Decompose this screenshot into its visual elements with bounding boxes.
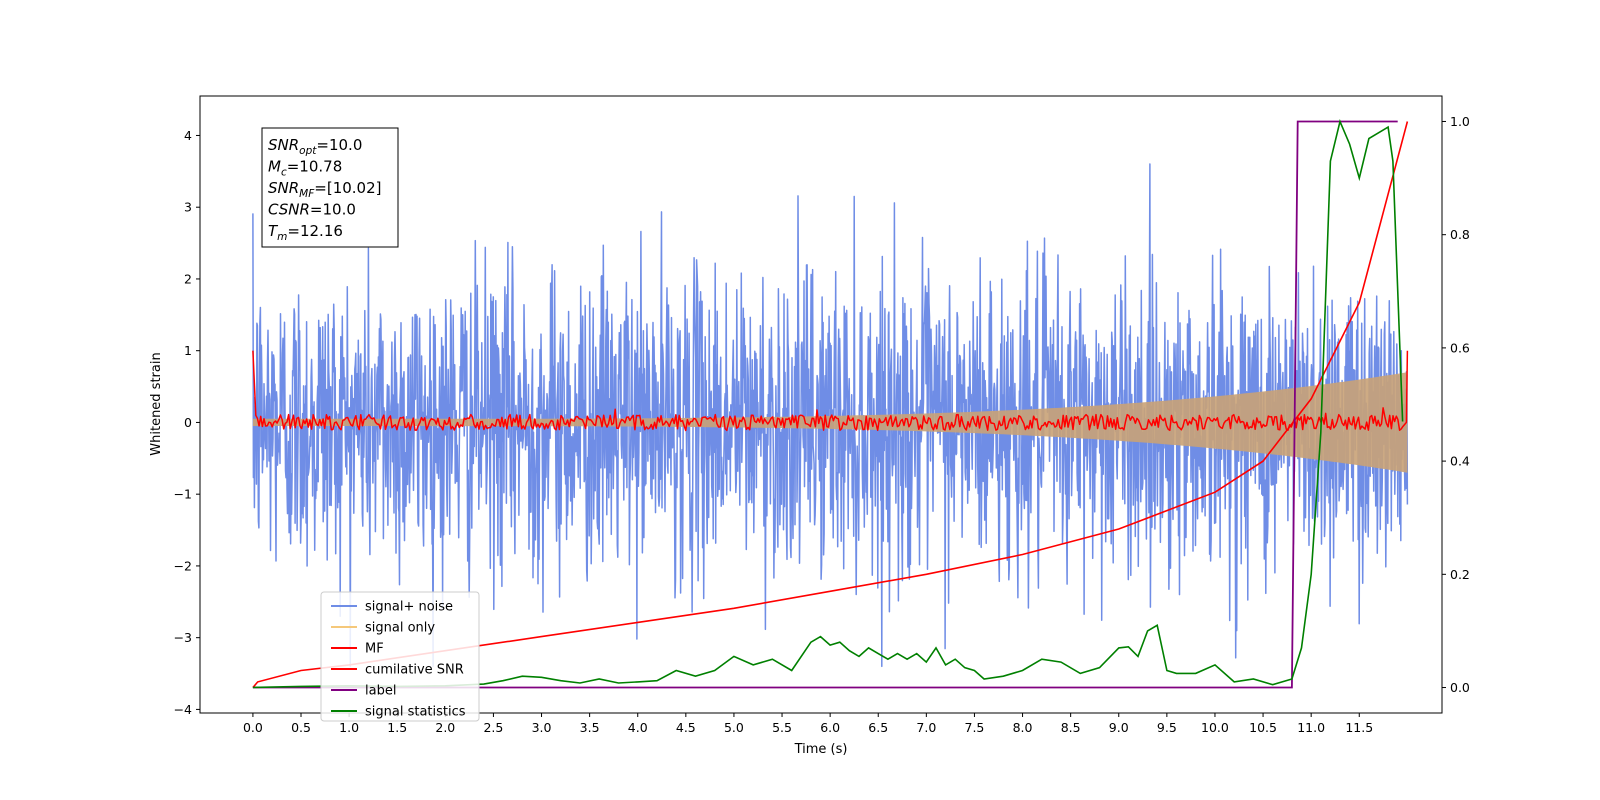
x-tick-label: 1.0 (339, 720, 359, 735)
y-tick-label: −1 (174, 487, 192, 502)
x-tick-label: 7.5 (965, 720, 985, 735)
plot-frame (199, 95, 1443, 714)
annotation-line: CSNR=10.0 (268, 201, 356, 219)
signal-noise-series (252, 163, 1409, 668)
y-tick-label: 0 (184, 415, 192, 430)
legend-label: label (365, 684, 396, 699)
x-tick-label: 10.5 (1249, 720, 1277, 735)
y-tick-label: 2 (184, 271, 192, 286)
x-tick-label: 7.0 (916, 720, 936, 735)
x-tick-label: 8.0 (1013, 720, 1033, 735)
annotation-line: Mc=10.78 (268, 158, 342, 179)
y2-tick-label: 0.0 (1450, 680, 1470, 695)
legend-label: signal statistics (365, 705, 466, 720)
x-tick-label: 10.0 (1201, 720, 1229, 735)
x-tick-label: 9.0 (1109, 720, 1129, 735)
y2-tick-label: 0.4 (1450, 454, 1470, 469)
x-tick-label: 3.0 (532, 720, 552, 735)
legend: signal+ noise signal only MF cumilative SNR… (320, 591, 480, 722)
x-tick-label: 6.5 (868, 720, 888, 735)
label-series (252, 120, 1398, 689)
legend-label: signal+ noise (365, 600, 453, 615)
annotation-line: SNRopt=10.0 (268, 136, 362, 157)
x-tick-label: 0.5 (291, 720, 311, 735)
y-axis-left: −4 −3 −2 −1 0 1 2 3 4 (174, 128, 200, 717)
y-tick-label: −2 (174, 558, 192, 573)
x-tick-label: 5.0 (724, 720, 744, 735)
y-tick-label: 1 (184, 343, 192, 358)
annotation-line: Tm=12.16 (268, 222, 343, 243)
x-tick-label: 11.0 (1297, 720, 1325, 735)
x-tick-label: 11.5 (1345, 720, 1373, 735)
x-tick-label: 0.0 (243, 720, 263, 735)
y-tick-label: −4 (174, 702, 192, 717)
x-axis-label: Time (s) (794, 742, 848, 757)
x-tick-label: 1.5 (387, 720, 407, 735)
y-tick-label: 4 (184, 128, 192, 143)
y2-tick-label: 1.0 (1450, 114, 1470, 129)
x-tick-label: 6.0 (820, 720, 840, 735)
x-tick-label: 2.5 (483, 720, 503, 735)
y-axis-label: Whitened strain (149, 352, 164, 455)
x-tick-label: 4.5 (676, 720, 696, 735)
y-tick-label: −3 (174, 630, 192, 645)
y-axis-right: 0.0 0.2 0.4 0.6 0.8 1.0 (1442, 114, 1470, 695)
signal-only-series (252, 372, 1408, 473)
annotation-line: SNRMF=[10.02] (268, 179, 382, 200)
x-tick-label: 9.5 (1157, 720, 1177, 735)
y-tick-label: 3 (184, 200, 192, 215)
signal-statistics-series (252, 118, 1404, 689)
y2-tick-label: 0.6 (1450, 340, 1470, 355)
legend-label: signal only (365, 621, 435, 636)
annotation-box: SNRopt=10.0Mc=10.78SNRMF=[10.02]CSNR=10.… (261, 127, 399, 248)
mf-series (252, 350, 1409, 432)
x-axis: 0.0 0.5 1.0 1.5 2.0 2.5 3.0 3.5 4.0 4.5 5.0 5.5 6.0 6… (243, 713, 1373, 735)
x-tick-label: 2.0 (435, 720, 455, 735)
legend-label: cumilative SNR (365, 663, 464, 678)
x-tick-label: 3.5 (580, 720, 600, 735)
y2-tick-label: 0.8 (1450, 227, 1470, 242)
y2-tick-label: 0.2 (1450, 567, 1470, 582)
legend-label: MF (365, 642, 384, 657)
x-tick-label: 5.5 (772, 720, 792, 735)
x-tick-label: 8.5 (1061, 720, 1081, 735)
x-tick-label: 4.0 (628, 720, 648, 735)
